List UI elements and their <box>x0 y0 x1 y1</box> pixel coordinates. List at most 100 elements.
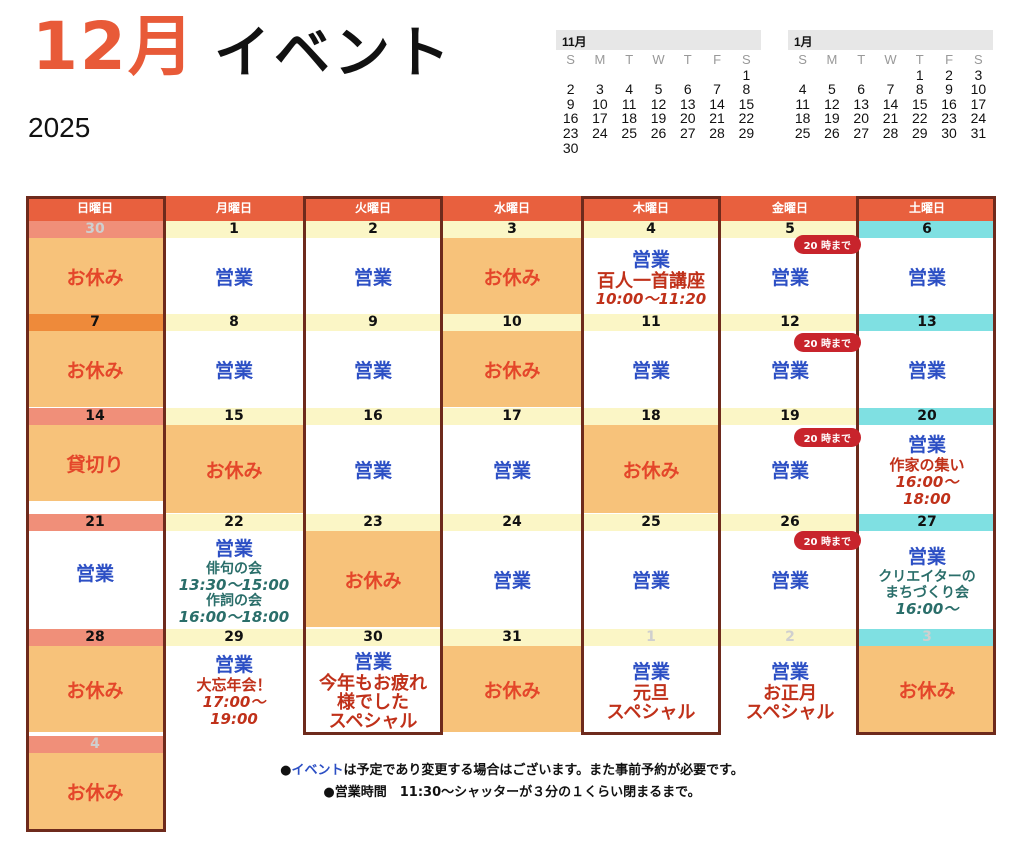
mini-day: 3 <box>596 81 604 98</box>
mini-day: 2 <box>566 81 575 98</box>
mini-blank <box>615 68 644 83</box>
day-cell[interactable]: 17 営業 <box>443 408 581 513</box>
day-number: 3 <box>858 629 996 646</box>
day-cell[interactable]: 4 営業 百人一首講座 10:00～11:20 <box>582 221 720 314</box>
mini-calendar-title: 1月 <box>788 30 993 50</box>
day-number: 16 <box>304 408 442 425</box>
event-name: 大忘年会！ <box>196 676 272 694</box>
mini-dow: T <box>915 52 924 67</box>
open-label: 営業 <box>353 651 392 673</box>
day-cell[interactable]: 6 営業 <box>858 221 996 314</box>
day-cell[interactable]: 3 お休み <box>858 629 996 732</box>
day-cell[interactable]: 12 20 時まで 営業 <box>721 314 861 407</box>
mini-dow: T <box>625 52 634 67</box>
mini-day: 23 <box>941 110 957 127</box>
mini-day: 24 <box>592 124 608 141</box>
day-cell[interactable]: 20 営業 作家の集い 16:00～ 18:00 <box>858 408 996 513</box>
mini-day: 18 <box>794 110 811 127</box>
month-heading: 12月 <box>32 8 196 85</box>
day-number: 17 <box>443 408 581 425</box>
event-name: スペシャル <box>745 701 835 723</box>
day-cell[interactable]: 26 20 時まで 営業 <box>721 514 861 627</box>
day-number: 29 <box>165 629 303 646</box>
day-number: 9 <box>304 314 442 331</box>
day-cell[interactable]: 9 営業 <box>304 314 442 407</box>
day-cell[interactable]: 2 営業 <box>304 221 442 314</box>
mini-day: 7 <box>886 81 895 98</box>
mini-day: 1 <box>915 66 924 83</box>
day-cell[interactable]: 7 お休み <box>26 314 164 407</box>
year-label: 2025 <box>28 112 91 143</box>
weekday-header: 日曜日 <box>26 196 164 221</box>
day-cell[interactable]: 14 貸切り <box>26 408 164 501</box>
day-cell[interactable]: 30 営業 今年もお疲れ 様でした スペシャル <box>304 629 442 732</box>
day-number: 20 <box>858 408 996 425</box>
event-name: 作詞の会 <box>206 592 262 609</box>
day-cell[interactable]: 21 営業 <box>26 514 164 613</box>
mini-blank <box>644 68 673 83</box>
mini-day: 3 <box>974 66 983 83</box>
mini-day: 20 <box>853 110 869 127</box>
day-cell[interactable]: 19 20 時まで 営業 <box>721 408 861 513</box>
closed-label: お休み <box>66 781 124 804</box>
day-cell[interactable]: 25 営業 <box>582 514 720 627</box>
day-cell[interactable]: 24 営業 <box>443 514 581 627</box>
day-number: 7 <box>26 314 164 331</box>
event-time: 10:00～11:20 <box>595 289 707 308</box>
day-cell[interactable]: 23 お休み <box>304 514 442 627</box>
day-cell[interactable]: 4 お休み <box>26 736 164 829</box>
open-label: 営業 <box>214 359 253 382</box>
day-cell[interactable]: 27 営業 クリエイターの まちづくり会 16:00～ <box>858 514 996 627</box>
day-cell[interactable]: 22 営業 俳句の会 13:30～15:00 作詞の会 16:00～18:00 <box>165 514 303 627</box>
day-number: 25 <box>582 514 720 531</box>
day-number: 8 <box>165 314 303 331</box>
day-cell[interactable]: 8 営業 <box>165 314 303 407</box>
mini-day: 9 <box>566 95 575 112</box>
day-cell[interactable]: 10 お休み <box>443 314 581 407</box>
mini-day: 27 <box>679 124 696 141</box>
day-cell[interactable]: 1 営業 <box>165 221 303 314</box>
reserved-label: 貸切り <box>66 453 124 476</box>
day-cell[interactable]: 30 お休み <box>26 221 164 314</box>
day-number: 12 <box>721 314 859 331</box>
mini-blank <box>585 68 614 83</box>
closed-label: お休み <box>483 359 541 382</box>
note-events: ●イベントは予定であり変更する場合はございます。また事前予約が必要です。 <box>0 760 1024 782</box>
mini-day: 15 <box>911 95 928 112</box>
mini-day: 27 <box>853 124 869 141</box>
day-cell[interactable]: 18 お休み <box>582 408 720 513</box>
event-time: 13:30～15:00 <box>178 575 290 594</box>
day-cell[interactable]: 3 お休み <box>443 221 581 314</box>
day-number: 13 <box>858 314 996 331</box>
day-cell[interactable]: 31 お休み <box>443 629 581 732</box>
mini-day: 28 <box>882 124 899 141</box>
day-cell[interactable]: 5 20 時まで 営業 <box>721 221 861 314</box>
day-cell[interactable]: 29 営業 大忘年会！ 17:00～ 19:00 <box>165 629 303 732</box>
event-time: 17:00～ <box>202 693 266 711</box>
open-label: 営業 <box>770 569 809 592</box>
day-cell[interactable]: 16 営業 <box>304 408 442 513</box>
event-name: お正月 <box>763 682 817 704</box>
mini-day: 25 <box>621 124 637 141</box>
day-cell[interactable]: 11 営業 <box>582 314 720 407</box>
open-label: 営業 <box>353 459 392 482</box>
closing-time-badge: 20 時まで <box>793 428 861 447</box>
day-cell[interactable]: 28 お休み <box>26 629 164 732</box>
mini-day: 24 <box>970 110 987 127</box>
day-cell[interactable]: 15 お休み <box>165 408 303 513</box>
open-label: 営業 <box>353 359 392 382</box>
day-cell[interactable]: 2 営業 お正月 スペシャル <box>721 629 859 732</box>
column-sunday: 日曜日 30 お休み 7 お休み 14 貸切り 21 営業 28 お休み 4 お… <box>26 196 164 829</box>
mini-blank <box>788 68 817 83</box>
column-friday: 金曜日 5 20 時まで 営業 12 20 時まで 営業 19 20 時まで 営業 2… <box>721 196 861 732</box>
day-cell[interactable]: 13 営業 <box>858 314 996 407</box>
mini-blank <box>673 68 702 83</box>
closed-label: お休み <box>66 266 124 289</box>
event-time: 16:00～ <box>895 599 959 618</box>
mini-day: 9 <box>945 81 953 98</box>
closing-time-badge: 20 時まで <box>793 333 861 352</box>
day-cell[interactable]: 1 営業 元旦 スペシャル <box>582 629 720 732</box>
mini-day: 1 <box>742 66 751 83</box>
column-thursday: 木曜日 4 営業 百人一首講座 10:00～11:20 11 営業 18 お休み… <box>582 196 720 732</box>
